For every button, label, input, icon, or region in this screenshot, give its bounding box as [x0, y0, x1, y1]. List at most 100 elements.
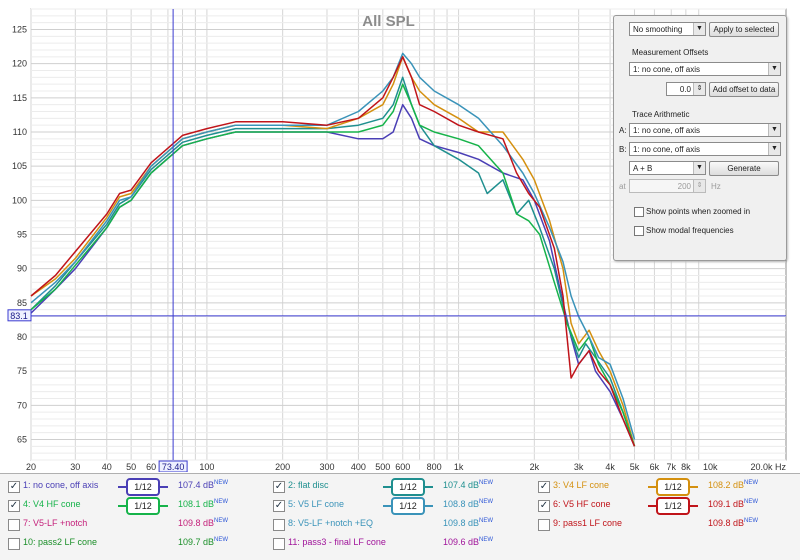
- show-modal-checkbox[interactable]: [634, 226, 644, 236]
- legend-value: 109.6 dBNEW: [443, 537, 494, 547]
- series-line: [30, 83, 636, 447]
- y-tick-label: 90: [17, 264, 27, 274]
- y-tick-label: 80: [17, 332, 27, 342]
- show-points-checkbox[interactable]: [634, 207, 644, 217]
- y-tick-label: 65: [17, 435, 27, 445]
- x-tick-label: 6k: [650, 462, 660, 472]
- legend-value: 109.8 dBNEW: [708, 518, 759, 528]
- spinner-icon[interactable]: ⇕: [693, 83, 705, 95]
- controls-panel: No smoothing ▼ Apply to selected Measurem…: [613, 15, 787, 261]
- operation-value: A + B: [633, 164, 653, 173]
- legend-smoothing-badge[interactable]: 1/12: [383, 497, 433, 515]
- legend-smoothing-badge[interactable]: 1/12: [118, 497, 168, 515]
- legend-value: 109.7 dBNEW: [178, 537, 229, 547]
- legend-value-new-tag: NEW: [479, 499, 494, 505]
- legend-checkbox[interactable]: [538, 519, 550, 531]
- offset-value: 0.0: [679, 85, 691, 94]
- x-tick-label: 8k: [681, 462, 691, 472]
- legend-label: 6: V5 HF cone: [553, 499, 611, 509]
- x-tick-label: 30: [70, 462, 80, 472]
- x-tick-label: 600: [395, 462, 410, 472]
- legend-checkbox[interactable]: [273, 538, 285, 550]
- legend-label: 5: V5 LF cone: [288, 499, 345, 509]
- y-tick-label: 75: [17, 366, 27, 376]
- cursor-y-label: 83.1: [10, 311, 28, 321]
- legend-label: 7: V5-LF +notch: [23, 518, 88, 528]
- legend-value-new-tag: NEW: [214, 518, 229, 524]
- legend-checkbox[interactable]: ✓: [273, 500, 285, 512]
- at-label: at: [619, 182, 626, 191]
- legend-checkbox[interactable]: ✓: [8, 481, 20, 493]
- chevron-down-icon: ▼: [693, 162, 705, 174]
- trace-arithmetic-title: Trace Arithmetic: [632, 110, 690, 119]
- series-line: [30, 56, 636, 447]
- b-label: B:: [619, 145, 627, 154]
- legend-value: 109.1 dBNEW: [708, 499, 759, 509]
- legend-smoothing-badge[interactable]: 1/12: [648, 478, 698, 496]
- legend-label: 3: V4 LF cone: [553, 480, 610, 490]
- trace-a-select[interactable]: 1: no cone, off axis ▼: [629, 123, 781, 137]
- legend-label: 10: pass2 LF cone: [23, 537, 98, 547]
- chevron-down-icon: ▼: [693, 23, 705, 35]
- x-tick-label: 4k: [605, 462, 615, 472]
- x-tick-label: 40: [102, 462, 112, 472]
- smoothing-select[interactable]: No smoothing ▼: [629, 22, 706, 36]
- chart-title: All SPL: [362, 13, 415, 30]
- y-tick-label: 115: [13, 93, 27, 103]
- show-points-label: Show points when zoomed in: [646, 207, 751, 216]
- y-tick-label: 125: [12, 25, 27, 35]
- chevron-down-icon: ▼: [768, 124, 780, 136]
- offset-value-input[interactable]: 0.0 ⇕: [666, 82, 706, 96]
- spinner-icon: ⇕: [693, 180, 705, 192]
- legend-checkbox[interactable]: ✓: [538, 500, 550, 512]
- legend-smoothing-badge[interactable]: 1/12: [118, 478, 168, 496]
- smoothing-value: No smoothing: [633, 25, 683, 34]
- legend-value-new-tag: NEW: [744, 518, 759, 524]
- offset-measurement-value: 1: no cone, off axis: [633, 65, 701, 74]
- legend-label: 11: pass3 - final LF cone: [288, 537, 386, 547]
- legend-value: 108.8 dBNEW: [443, 499, 494, 509]
- cursor-y-box: [7, 309, 32, 322]
- x-tick-label: 5k: [630, 462, 640, 472]
- legend-value-new-tag: NEW: [479, 537, 494, 543]
- legend-checkbox[interactable]: ✓: [273, 481, 285, 493]
- a-label: A:: [619, 126, 627, 135]
- chevron-down-icon: ▼: [768, 63, 780, 75]
- legend-checkbox[interactable]: ✓: [8, 500, 20, 512]
- legend-checkbox[interactable]: [8, 538, 20, 550]
- x-tick-label: 200: [275, 462, 290, 472]
- x-tick-label: 20: [26, 462, 36, 472]
- add-offset-button[interactable]: Add offset to data: [709, 82, 779, 97]
- legend-smoothing-badge[interactable]: 1/12: [383, 478, 433, 496]
- apply-to-selected-button[interactable]: Apply to selected: [709, 22, 779, 37]
- chevron-down-icon: ▼: [768, 143, 780, 155]
- legend-value-new-tag: NEW: [744, 499, 759, 505]
- legend-panel: ✓ 1: no cone, off axis 1/12 107.4 dBNEW ✓ 2: …: [0, 473, 800, 560]
- offsets-title: Measurement Offsets: [632, 48, 709, 57]
- cursor-x-box: [158, 460, 188, 472]
- x-tick-label: 1k: [454, 462, 464, 472]
- x-tick-label: 10k: [703, 462, 718, 472]
- legend-label: 9: pass1 LF cone: [553, 518, 623, 528]
- x-tick-label: 60: [146, 462, 156, 472]
- x-tick-label: 400: [351, 462, 366, 472]
- generate-button[interactable]: Generate: [709, 161, 779, 176]
- x-tick-label: 3k: [574, 462, 584, 472]
- legend-label: 1: no cone, off axis: [23, 480, 99, 490]
- legend-smoothing-badge[interactable]: 1/12: [648, 497, 698, 515]
- legend-value: 107.4 dBNEW: [443, 480, 494, 490]
- operation-select[interactable]: A + B ▼: [629, 161, 706, 175]
- legend-checkbox[interactable]: ✓: [538, 481, 550, 493]
- y-tick-label: 95: [17, 230, 27, 240]
- trace-b-select[interactable]: 1: no cone, off axis ▼: [629, 142, 781, 156]
- legend-checkbox[interactable]: [8, 519, 20, 531]
- y-tick-label: 85: [17, 298, 27, 308]
- legend-value: 109.8 dBNEW: [443, 518, 494, 528]
- trace-b-value: 1: no cone, off axis: [633, 145, 701, 154]
- legend-value-new-tag: NEW: [479, 480, 494, 486]
- x-tick-label: 50: [126, 462, 136, 472]
- y-tick-label: 70: [17, 400, 27, 410]
- offset-measurement-select[interactable]: 1: no cone, off axis ▼: [629, 62, 781, 76]
- legend-value: 108.1 dBNEW: [178, 499, 229, 509]
- legend-checkbox[interactable]: [273, 519, 285, 531]
